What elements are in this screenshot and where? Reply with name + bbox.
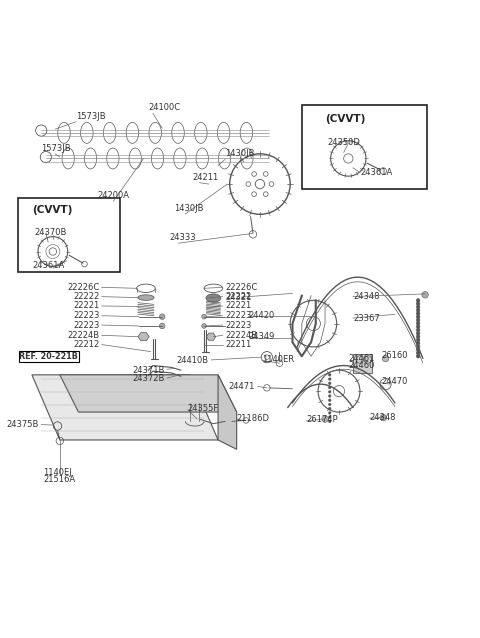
Text: 24348: 24348 <box>353 292 380 301</box>
Polygon shape <box>218 375 237 449</box>
Text: 24372B: 24372B <box>132 374 165 383</box>
Polygon shape <box>60 375 237 412</box>
Circle shape <box>328 386 331 389</box>
Circle shape <box>416 348 420 352</box>
Circle shape <box>328 394 331 397</box>
Polygon shape <box>138 332 149 341</box>
Text: 26174P: 26174P <box>306 415 338 424</box>
Text: 1573JB: 1573JB <box>41 144 71 153</box>
Text: 22224B: 22224B <box>225 330 257 340</box>
Text: 22226C: 22226C <box>225 283 257 292</box>
Text: 22221: 22221 <box>73 302 99 311</box>
Text: 23367: 23367 <box>353 313 380 323</box>
Text: (CVVT): (CVVT) <box>325 114 365 124</box>
Text: 24355F: 24355F <box>188 404 219 413</box>
Circle shape <box>416 315 420 318</box>
Text: 21516A: 21516A <box>44 475 76 484</box>
Text: 24200A: 24200A <box>97 191 129 200</box>
Circle shape <box>159 323 165 329</box>
Text: 24371B: 24371B <box>132 366 165 375</box>
Text: 22211: 22211 <box>225 340 251 349</box>
Circle shape <box>416 325 420 329</box>
Text: 1140ER: 1140ER <box>262 355 294 364</box>
Text: 22223: 22223 <box>73 320 99 330</box>
Text: 24470: 24470 <box>381 377 407 387</box>
Text: 22212: 22212 <box>73 340 99 349</box>
Text: 24100C: 24100C <box>148 103 180 112</box>
Text: 24375B: 24375B <box>7 420 39 429</box>
Circle shape <box>328 399 331 401</box>
Circle shape <box>328 416 331 419</box>
Circle shape <box>202 315 206 319</box>
Circle shape <box>416 318 420 322</box>
Circle shape <box>202 323 206 329</box>
Text: 22223: 22223 <box>225 320 252 330</box>
Ellipse shape <box>138 295 154 300</box>
Text: 22222: 22222 <box>225 292 251 301</box>
Text: 1430JB: 1430JB <box>225 149 254 158</box>
Circle shape <box>416 335 420 338</box>
Circle shape <box>322 416 328 422</box>
Circle shape <box>328 403 331 406</box>
Circle shape <box>416 328 420 332</box>
Text: 26160: 26160 <box>381 351 408 360</box>
Polygon shape <box>206 333 216 340</box>
Circle shape <box>328 412 331 414</box>
Circle shape <box>416 299 420 302</box>
Text: (CVVT): (CVVT) <box>32 205 72 215</box>
Text: 22223: 22223 <box>225 311 252 320</box>
Text: 1140EJ: 1140EJ <box>44 468 72 477</box>
Text: 22223: 22223 <box>73 311 99 320</box>
Circle shape <box>328 378 331 380</box>
Text: 21186D: 21186D <box>237 413 270 422</box>
Text: 24361A: 24361A <box>32 261 64 270</box>
Circle shape <box>328 420 331 423</box>
Bar <box>302 105 427 189</box>
Circle shape <box>416 322 420 325</box>
Circle shape <box>416 308 420 312</box>
Circle shape <box>416 302 420 306</box>
Circle shape <box>416 305 420 309</box>
Circle shape <box>328 390 331 393</box>
Polygon shape <box>32 375 218 440</box>
Circle shape <box>416 345 420 348</box>
Text: 24350D: 24350D <box>327 138 360 147</box>
Text: 24370B: 24370B <box>34 228 67 237</box>
Text: 24361A: 24361A <box>360 168 392 177</box>
Circle shape <box>382 355 389 362</box>
Polygon shape <box>353 354 372 373</box>
Text: 24321: 24321 <box>225 293 252 302</box>
Text: 22221: 22221 <box>225 302 251 311</box>
Circle shape <box>328 382 331 385</box>
Text: 22226C: 22226C <box>67 283 99 292</box>
Text: 24349: 24349 <box>248 332 275 341</box>
Text: 24348: 24348 <box>369 413 396 422</box>
Text: 24420: 24420 <box>248 311 275 320</box>
Circle shape <box>416 312 420 315</box>
Circle shape <box>328 407 331 410</box>
Text: 22224B: 22224B <box>67 330 99 340</box>
Circle shape <box>422 292 428 298</box>
Circle shape <box>416 341 420 345</box>
Text: 22222: 22222 <box>73 292 99 301</box>
Text: 24211: 24211 <box>192 173 219 182</box>
Text: 24471: 24471 <box>229 382 255 390</box>
Circle shape <box>416 351 420 355</box>
Circle shape <box>416 331 420 335</box>
Text: 1573JB: 1573JB <box>76 112 106 121</box>
Text: 1430JB: 1430JB <box>174 204 204 213</box>
Text: 24410B: 24410B <box>177 357 209 366</box>
Circle shape <box>416 338 420 342</box>
Circle shape <box>328 373 331 376</box>
Circle shape <box>159 314 165 320</box>
Text: REF. 20-221B: REF. 20-221B <box>19 352 78 360</box>
Circle shape <box>380 415 386 421</box>
Circle shape <box>416 354 420 358</box>
Text: 24333: 24333 <box>169 234 196 242</box>
Ellipse shape <box>206 294 221 302</box>
Bar <box>18 198 120 272</box>
Text: 24461: 24461 <box>348 354 375 363</box>
Text: 24460: 24460 <box>348 361 375 370</box>
